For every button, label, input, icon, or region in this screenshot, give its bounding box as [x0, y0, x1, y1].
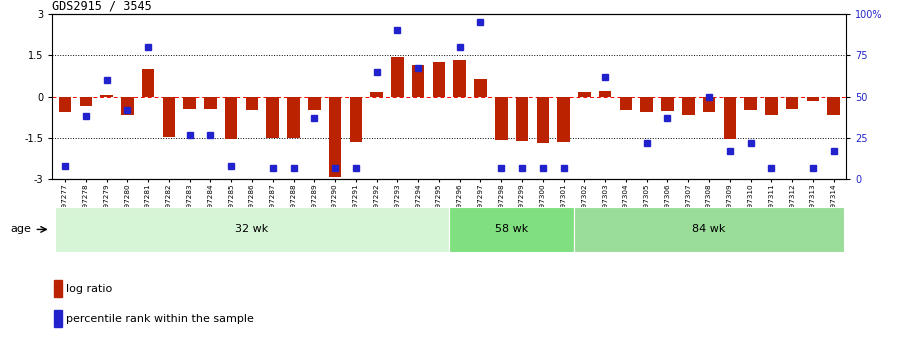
Bar [54, 280, 62, 297]
Bar [59, 97, 71, 112]
Bar [184, 97, 195, 109]
Bar [370, 92, 383, 97]
Bar [495, 97, 508, 140]
Bar [54, 310, 62, 327]
Bar [827, 97, 840, 115]
Text: percentile rank within the sample: percentile rank within the sample [66, 314, 254, 324]
Bar [225, 97, 237, 139]
Bar [266, 97, 279, 138]
Bar [391, 57, 404, 97]
Bar [412, 65, 424, 97]
Bar [703, 97, 715, 112]
Bar [287, 97, 300, 138]
Bar [662, 97, 673, 111]
Bar [433, 62, 445, 97]
Bar [578, 92, 591, 97]
Bar [308, 97, 320, 110]
Bar [163, 97, 175, 137]
Bar [142, 69, 154, 97]
Text: 32 wk: 32 wk [235, 225, 269, 234]
Text: 84 wk: 84 wk [692, 225, 726, 234]
Text: 58 wk: 58 wk [495, 225, 529, 234]
Bar [453, 60, 466, 97]
Bar [765, 97, 777, 115]
Bar [205, 97, 216, 109]
Bar [537, 97, 549, 143]
Bar [121, 97, 134, 115]
Bar [246, 97, 258, 110]
Bar [786, 97, 798, 109]
Bar [806, 97, 819, 101]
Bar [724, 97, 736, 139]
Bar [349, 97, 362, 142]
Bar [641, 97, 653, 112]
Bar [682, 97, 694, 115]
Bar [80, 97, 92, 106]
Text: age: age [11, 225, 32, 234]
Bar [574, 207, 844, 252]
Bar [474, 79, 487, 97]
Bar [557, 97, 570, 142]
Bar [516, 97, 529, 141]
Text: log ratio: log ratio [66, 284, 112, 294]
Bar [100, 95, 113, 97]
Bar [54, 207, 449, 252]
Text: GDS2915 / 3545: GDS2915 / 3545 [52, 0, 152, 13]
Bar [599, 91, 612, 97]
Bar [620, 97, 633, 110]
Bar [449, 207, 574, 252]
Bar [329, 97, 341, 177]
Bar [745, 97, 757, 110]
